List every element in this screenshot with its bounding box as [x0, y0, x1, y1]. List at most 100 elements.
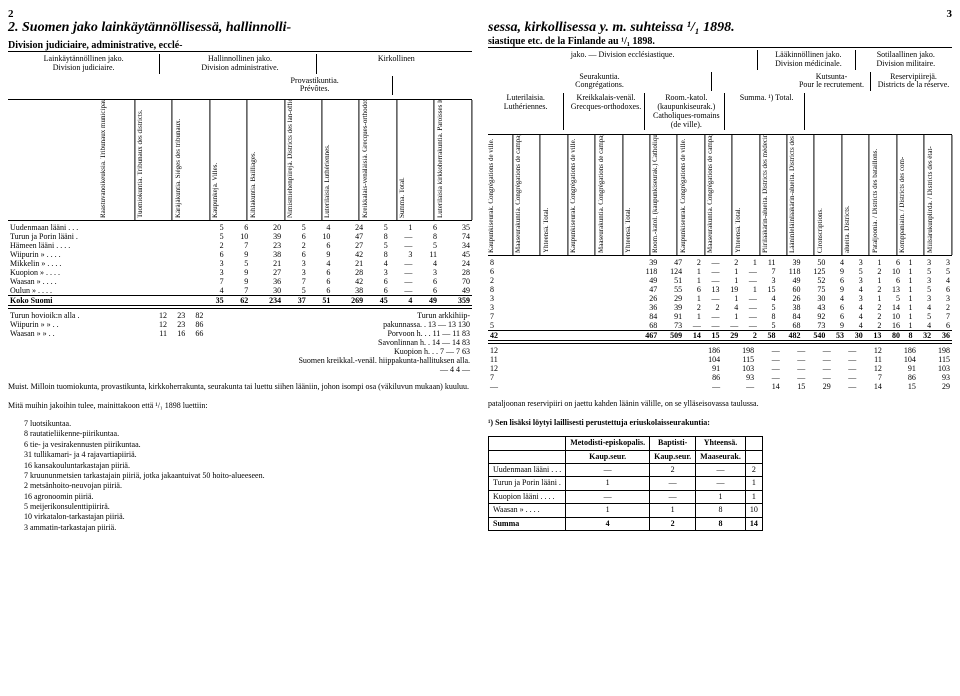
table-cell: 2 — [745, 463, 762, 476]
table-cell: — — [833, 355, 859, 364]
table-cell: 8 — [414, 232, 439, 241]
table-cell: — — [807, 364, 833, 373]
table-cell: 3 — [759, 276, 778, 285]
table-cell: 91 — [688, 364, 722, 373]
table-cell: 36 — [933, 331, 952, 341]
table-cell: 1 — [696, 490, 746, 503]
table-cell: 2 — [740, 331, 759, 341]
table-cell: 4 — [846, 321, 865, 331]
table-cell — [8, 356, 151, 365]
note-right-2: ¹) Sen lisäksi löytyi laillisesti perust… — [488, 418, 952, 428]
table-cell: 2 — [703, 303, 722, 312]
table-cell: 73 — [659, 321, 684, 331]
table-cell: — — [703, 258, 722, 267]
table-cell: pakunnassa. . 13 — 13 130 — [205, 320, 472, 329]
table-cell: 5 — [846, 267, 865, 276]
vh-bailliages: Kihlakuntia. Bailliages. — [250, 100, 285, 220]
table-cell: 3 — [201, 259, 226, 268]
table-cell: 10 — [226, 232, 251, 241]
table-cell — [151, 365, 169, 374]
table-cell: — — [740, 276, 759, 285]
col-head-judicial: Lainkäytännöllinen jako.Division judicia… — [8, 54, 160, 74]
table-cell: 10 — [883, 267, 902, 276]
table-cell: 9 — [226, 250, 251, 259]
table-cell: — — [703, 276, 722, 285]
table-cell: 5 — [883, 294, 902, 303]
table-cell: 86 — [187, 320, 205, 329]
table-cell: 73 — [802, 321, 827, 331]
table-cell: 4 — [308, 223, 333, 232]
table-cell: 5 — [414, 241, 439, 250]
col-head-medical: Lääkinnöllinen jako.Division médicinale. — [762, 50, 855, 70]
rv9: Yhteensä. Total. — [735, 135, 760, 255]
table-cell: 1 — [722, 276, 741, 285]
rv15: Komppaniain. / Districts des com- — [899, 135, 924, 255]
table-cell: 2 — [865, 267, 884, 276]
rv3: Yhteensä. Total. — [543, 135, 568, 255]
table-cell: 91 — [659, 312, 684, 321]
table-cell: — — [807, 373, 833, 382]
table-cell: 74 — [439, 232, 472, 241]
table-cell: 2 — [722, 258, 741, 267]
table-cell: 29 — [918, 382, 952, 391]
table-cell: Uudenmaan lääni . . . — [489, 463, 566, 476]
table-cell — [8, 338, 151, 347]
table-cell: 14 — [883, 303, 902, 312]
table-cell: 3 — [365, 268, 390, 277]
table-cell: 4 — [365, 259, 390, 268]
table-cell: 86 — [688, 373, 722, 382]
table-cell: Turun ja Porin lääni . — [489, 477, 566, 490]
table-cell: 49 — [634, 276, 659, 285]
table-cell: 5 — [914, 285, 933, 294]
table-cell: — — [703, 294, 722, 303]
table-cell: 5 — [914, 267, 933, 276]
note-item: 2 metsänhoito-neuvojan piiriä. — [24, 481, 472, 491]
table-cell: 5 — [914, 312, 933, 321]
table-cell: 124 — [659, 267, 684, 276]
lower-table-right: 12186198————1218619811104115————11104115… — [488, 346, 952, 391]
table-cell: 467 — [634, 331, 659, 341]
table-cell: — — [740, 303, 759, 312]
table-cell: — — [782, 355, 808, 364]
table-cell: 6 — [827, 276, 846, 285]
table-cell: 1 — [566, 477, 650, 490]
table-cell: 93 — [918, 373, 952, 382]
table-cell: 359 — [439, 296, 472, 306]
table-cell: 27 — [250, 268, 283, 277]
table-cell: 68 — [778, 321, 803, 331]
table-cell: 55 — [659, 285, 684, 294]
table-cell: — — [703, 321, 722, 331]
table-cell: 12 — [858, 364, 884, 373]
table-cell: 66 — [187, 329, 205, 338]
table-cell: 3 — [846, 294, 865, 303]
table-cell: 13 — [703, 285, 722, 294]
note-item: 3 ammatin-tarkastajan piiriä. — [24, 523, 472, 533]
table-cell: 84 — [778, 312, 803, 321]
table-cell: 5 — [283, 286, 308, 296]
table-cell: 115 — [722, 355, 756, 364]
table-cell: — — [390, 286, 415, 296]
table-cell: 1 — [745, 490, 762, 503]
table-cell: — — [740, 294, 759, 303]
table-cell: Mikkelin » . . . . — [8, 259, 201, 268]
table-cell: — — [722, 382, 756, 391]
table-cell: 2 — [650, 463, 696, 476]
table-cell: 51 — [659, 276, 684, 285]
table-cell: 12 — [488, 364, 688, 373]
table-cell: Koko Suomi — [8, 296, 201, 306]
table-cell — [8, 365, 151, 374]
table-cell: 4 — [566, 517, 650, 530]
table-cell: 1 — [865, 258, 884, 267]
table-cell: 30 — [802, 294, 827, 303]
note-item: 31 tullikamari- ja 4 rajavartiapiiriä. — [24, 450, 472, 460]
table-cell: 6 — [414, 277, 439, 286]
table-cell: 75 — [802, 285, 827, 294]
table-cell: 38 — [332, 286, 365, 296]
table-cell: 1 — [740, 258, 759, 267]
table-cell: — — [688, 382, 722, 391]
table-cell — [151, 347, 169, 356]
table-cell: 2 — [650, 517, 696, 530]
table-cell: 93 — [722, 373, 756, 382]
table-cell: 1 — [902, 285, 914, 294]
table-cell: 6 — [308, 277, 333, 286]
